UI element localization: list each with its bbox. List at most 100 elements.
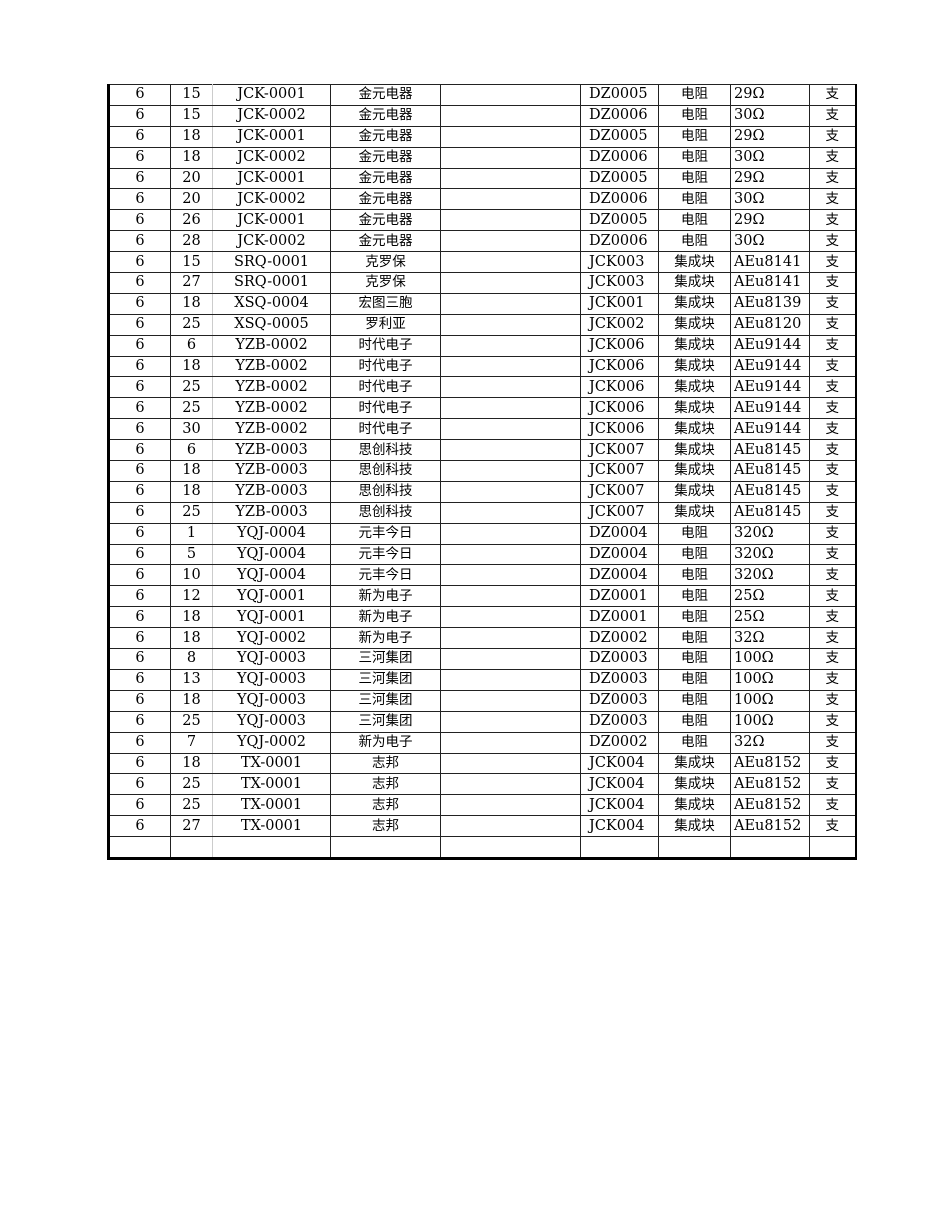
table-row: 6 20 JCK-0002 金元电器 DZ0006 电阻 30Ω 支 bbox=[108, 188, 856, 211]
part-code-cell: JCK007 bbox=[580, 460, 659, 482]
part-type-cell: 集成块 bbox=[658, 313, 731, 336]
day-cell: 18 bbox=[170, 460, 213, 482]
day-cell: 18 bbox=[170, 752, 213, 775]
customer-name-cell: 金元电器 bbox=[330, 167, 441, 190]
month-cell: 6 bbox=[108, 418, 171, 441]
part-code-cell: JCK006 bbox=[580, 397, 659, 420]
customer-name-cell: 三河集团 bbox=[330, 689, 441, 712]
part-code-cell: DZ0006 bbox=[580, 104, 659, 127]
customer-name-cell: 金元电器 bbox=[330, 188, 441, 211]
customer-code-cell: YQJ-0003 bbox=[212, 689, 331, 712]
day-cell: 5 bbox=[170, 543, 213, 566]
part-code-cell: JCK007 bbox=[580, 480, 659, 503]
unit-cell: 支 bbox=[809, 606, 856, 629]
part-spec-cell: 100Ω bbox=[730, 648, 810, 670]
remark-cell bbox=[440, 376, 581, 399]
customer-name-cell: 金元电器 bbox=[330, 104, 441, 127]
remark-cell bbox=[440, 794, 581, 817]
part-type-cell: 集成块 bbox=[658, 397, 731, 420]
customer-name-cell: 时代电子 bbox=[330, 376, 441, 399]
part-type-cell: 集成块 bbox=[658, 334, 731, 357]
unit-cell: 支 bbox=[809, 397, 856, 420]
part-type-cell: 电阻 bbox=[658, 585, 731, 608]
customer-name-cell: 金元电器 bbox=[330, 146, 441, 169]
remark-cell bbox=[440, 501, 581, 524]
month-cell: 6 bbox=[108, 272, 171, 294]
part-type-cell: 集成块 bbox=[658, 773, 731, 796]
customer-code-cell: TX-0001 bbox=[212, 752, 331, 775]
unit-cell: 支 bbox=[809, 480, 856, 503]
table-row: 6 25 YQJ-0003 三河集团 DZ0003 电阻 100Ω 支 bbox=[108, 710, 856, 733]
month-cell: 6 bbox=[108, 668, 171, 691]
part-type-cell: 电阻 bbox=[658, 522, 731, 545]
part-spec-cell: AEu9144 bbox=[730, 397, 810, 420]
day-cell: 13 bbox=[170, 668, 213, 691]
month-cell: 6 bbox=[108, 439, 171, 462]
part-spec-cell: 320Ω bbox=[730, 543, 810, 566]
unit-cell: 支 bbox=[809, 125, 856, 148]
customer-code-cell: XSQ-0004 bbox=[212, 292, 331, 315]
part-type-cell: 集成块 bbox=[658, 355, 731, 378]
part-code-cell: JCK004 bbox=[580, 815, 659, 838]
part-spec-cell: 30Ω bbox=[730, 188, 810, 211]
customer-name-cell: 时代电子 bbox=[330, 355, 441, 378]
table-row: 6 27 SRQ-0001 克罗保 JCK003 集成块 AEu8141 支 bbox=[108, 272, 856, 294]
month-cell: 6 bbox=[108, 731, 171, 754]
unit-cell: 支 bbox=[809, 585, 856, 608]
remark-cell bbox=[440, 334, 581, 357]
customer-code-cell: YZB-0003 bbox=[212, 460, 331, 482]
part-code-cell: DZ0001 bbox=[580, 606, 659, 629]
table-row: 6 18 YZB-0003 思创科技 JCK007 集成块 AEu8145 支 bbox=[108, 480, 856, 503]
remark-cell bbox=[440, 668, 581, 691]
unit-cell: 支 bbox=[809, 251, 856, 274]
table-row: 6 18 XSQ-0004 宏图三胞 JCK001 集成块 AEu8139 支 bbox=[108, 292, 856, 315]
part-type-cell: 电阻 bbox=[658, 710, 731, 733]
part-type-cell: 电阻 bbox=[658, 104, 731, 127]
part-type-cell: 电阻 bbox=[658, 648, 731, 670]
customer-code-cell: YQJ-0002 bbox=[212, 627, 331, 650]
remark-cell bbox=[440, 292, 581, 315]
month-cell: 6 bbox=[108, 585, 171, 608]
part-spec-cell: AEu9144 bbox=[730, 334, 810, 357]
part-spec-cell: 32Ω bbox=[730, 731, 810, 754]
unit-cell: 支 bbox=[809, 313, 856, 336]
table-row: 6 25 YZB-0002 时代电子 JCK006 集成块 AEu9144 支 bbox=[108, 397, 856, 420]
customer-code-cell bbox=[212, 836, 331, 859]
unit-cell: 支 bbox=[809, 355, 856, 378]
day-cell: 18 bbox=[170, 627, 213, 650]
table-row: 6 20 JCK-0001 金元电器 DZ0005 电阻 29Ω 支 bbox=[108, 167, 856, 190]
month-cell: 6 bbox=[108, 313, 171, 336]
month-cell: 6 bbox=[108, 355, 171, 378]
part-code-cell: JCK004 bbox=[580, 794, 659, 817]
day-cell: 25 bbox=[170, 710, 213, 733]
part-code-cell: DZ0005 bbox=[580, 125, 659, 148]
unit-cell: 支 bbox=[809, 292, 856, 315]
part-type-cell: 集成块 bbox=[658, 292, 731, 315]
customer-code-cell: YQJ-0004 bbox=[212, 522, 331, 545]
table-row: 6 18 JCK-0001 金元电器 DZ0005 电阻 29Ω 支 bbox=[108, 125, 856, 148]
part-type-cell: 电阻 bbox=[658, 230, 731, 253]
table-row bbox=[108, 836, 856, 859]
customer-name-cell: 思创科技 bbox=[330, 460, 441, 482]
part-type-cell: 电阻 bbox=[658, 606, 731, 629]
customer-name-cell: 元丰今日 bbox=[330, 522, 441, 545]
part-code-cell: JCK006 bbox=[580, 418, 659, 441]
part-type-cell: 电阻 bbox=[658, 689, 731, 712]
table-row: 6 25 YZB-0002 时代电子 JCK006 集成块 AEu9144 支 bbox=[108, 376, 856, 399]
remark-cell bbox=[440, 815, 581, 838]
unit-cell: 支 bbox=[809, 648, 856, 670]
customer-name-cell: 新为电子 bbox=[330, 731, 441, 754]
customer-code-cell: XSQ-0005 bbox=[212, 313, 331, 336]
part-type-cell bbox=[658, 836, 731, 859]
part-spec-cell: 30Ω bbox=[730, 146, 810, 169]
month-cell: 6 bbox=[108, 794, 171, 817]
customer-code-cell: YQJ-0004 bbox=[212, 564, 331, 587]
table-row: 6 1 YQJ-0004 元丰今日 DZ0004 电阻 320Ω 支 bbox=[108, 522, 856, 545]
customer-code-cell: YZB-0003 bbox=[212, 480, 331, 503]
table-row: 6 18 YQJ-0001 新为电子 DZ0001 电阻 25Ω 支 bbox=[108, 606, 856, 629]
unit-cell: 支 bbox=[809, 501, 856, 524]
part-type-cell: 集成块 bbox=[658, 439, 731, 462]
part-code-cell: DZ0005 bbox=[580, 167, 659, 190]
day-cell: 25 bbox=[170, 773, 213, 796]
month-cell: 6 bbox=[108, 460, 171, 482]
